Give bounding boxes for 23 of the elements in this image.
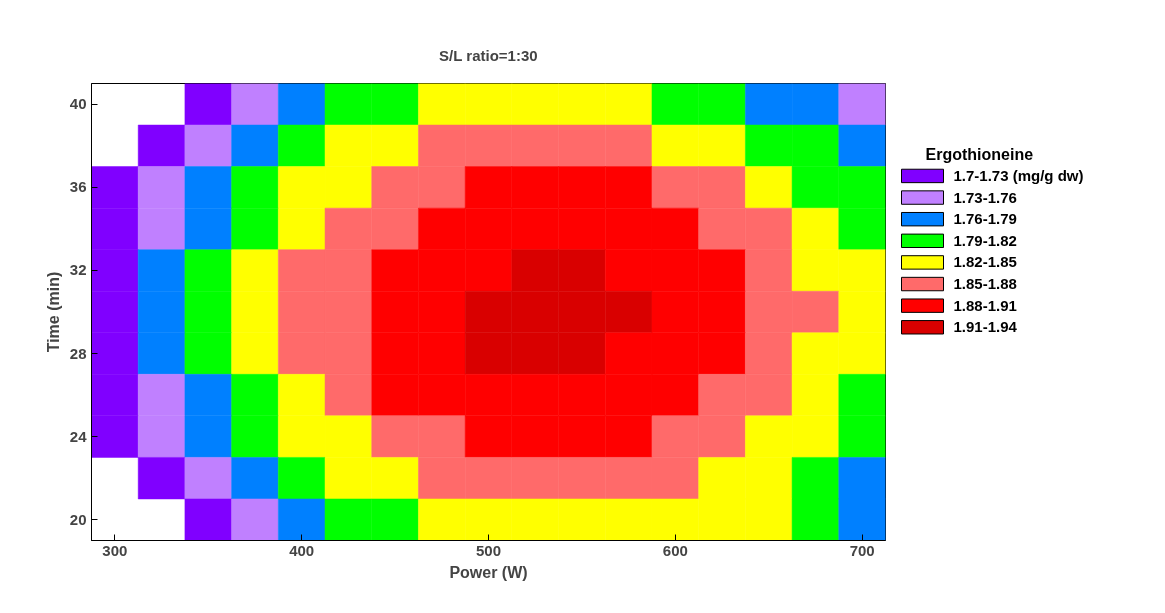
color-bar-label: 1.76-1.79 [953,210,1017,228]
x-tick-label: 700 [849,541,875,559]
x-tick-label: 400 [289,541,315,559]
y-tick-label: 24 [69,427,88,445]
x-tick-label: 500 [475,541,502,559]
y-axis-title: Time (min) [44,271,62,353]
x-tick-label: 300 [102,541,128,559]
color-bar-label: 1.79-1.82 [953,231,1017,249]
color-bar-label: 1.91-1.94 [953,318,1018,336]
y-tick-label: 36 [69,178,87,196]
y-tick-label: 32 [69,261,87,279]
color-bar-label: 1.73-1.76 [953,188,1017,206]
color-bar-label: 1.88-1.91 [953,296,1017,314]
color-bar-label: 1.7-1.73 (mg/g dw) [953,167,1084,185]
y-tick-label: 28 [69,344,87,362]
color-bar-title: Ergothioneine [925,145,1034,163]
y-tick-label: 20 [69,510,87,528]
color-bar-label: 1.85-1.88 [953,275,1017,293]
x-tick-label: 600 [662,541,688,559]
color-bar-label: 1.82-1.85 [953,253,1017,271]
y-tick-label: 40 [69,95,87,113]
x-axis-title: Power (W) [449,563,528,581]
chart-title: S/L ratio=1:30 [439,46,538,64]
